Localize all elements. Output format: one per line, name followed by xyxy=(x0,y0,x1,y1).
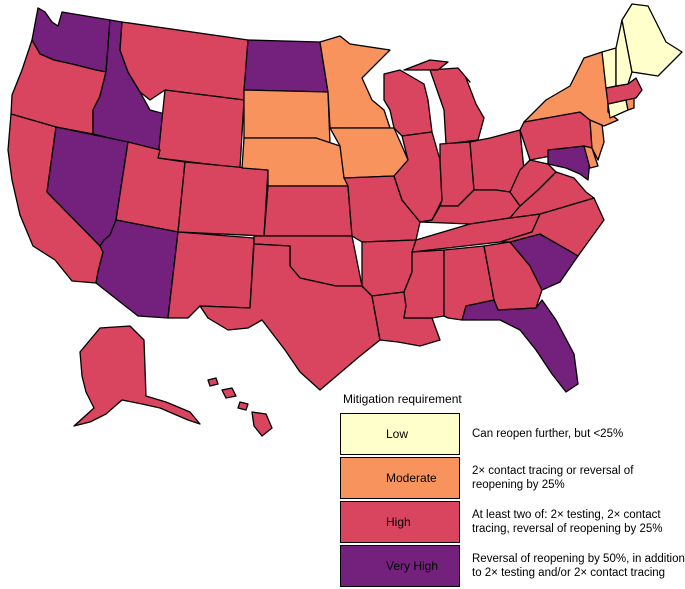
state-wi xyxy=(383,69,433,137)
legend-description-low: Can reopen further, but <25% xyxy=(472,428,624,440)
state-hi xyxy=(207,377,273,437)
legend-description-high: At least two of: 2× testing, 2× contact … xyxy=(472,509,663,535)
state-tx xyxy=(199,243,381,391)
legend-row-very-high: Very High Reversal of reopening by 50%, … xyxy=(340,545,685,589)
state-fl xyxy=(461,299,579,393)
state-mi xyxy=(403,59,485,145)
state-nd xyxy=(243,39,329,93)
legend-title: Mitigation requirement xyxy=(343,392,462,406)
legend-swatch-moderate xyxy=(340,457,460,499)
legend-row-high: High At least two of: 2× testing, 2× con… xyxy=(340,501,685,545)
state-nh xyxy=(615,19,633,87)
legend-row-low: Low Can reopen further, but <25% xyxy=(340,413,685,457)
state-co xyxy=(177,161,269,237)
legend: Low Can reopen further, but <25% Moderat… xyxy=(340,413,685,589)
legend-level-high: High xyxy=(386,515,411,529)
state-nm xyxy=(167,231,255,319)
us-choropleth-map xyxy=(7,3,683,437)
state-sd xyxy=(243,89,331,145)
state-ak xyxy=(73,325,201,427)
legend-level-low: Low xyxy=(386,427,409,441)
state-ma xyxy=(605,77,643,105)
state-de xyxy=(583,145,599,169)
legend-description-moderate: 2× contact tracing or reversal of reopen… xyxy=(472,465,634,491)
state-nc xyxy=(499,197,605,257)
legend-description-very-high: Reversal of reopening by 50%, in additio… xyxy=(472,553,685,579)
legend-level-moderate: Moderate xyxy=(386,471,437,485)
state-ks xyxy=(263,185,353,237)
legend-row-moderate: Moderate 2× contact tracing or reversal … xyxy=(340,457,685,501)
legend-level-very-high: Very High xyxy=(386,559,439,573)
legend-swatch-high xyxy=(340,501,460,543)
state-mt xyxy=(119,21,249,101)
legend-swatch-low xyxy=(340,413,460,455)
state-wv xyxy=(509,159,557,207)
state-mn xyxy=(319,35,391,129)
state-me xyxy=(621,3,683,77)
state-wy xyxy=(157,89,245,169)
